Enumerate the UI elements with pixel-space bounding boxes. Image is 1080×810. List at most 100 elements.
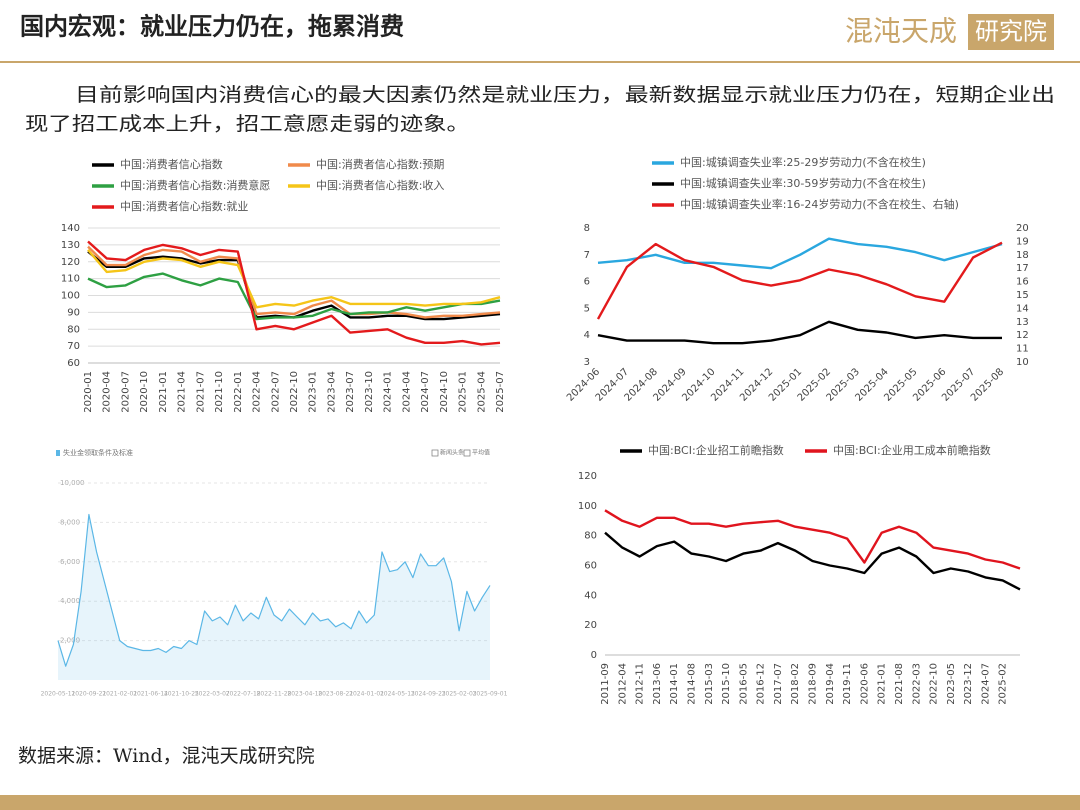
- y-tick-label: 110: [61, 274, 80, 285]
- legend-label: 中国:BCI:企业招工前瞻指数: [648, 443, 784, 457]
- x-tick-label: 2023-05: [946, 663, 957, 705]
- x-tick-label: 2022-11-28: [257, 691, 292, 698]
- y-tick-label: 3: [584, 357, 590, 368]
- x-tick-label: 2021-07: [195, 371, 206, 413]
- x-tick-label: 2022-07-18: [226, 691, 261, 698]
- y-tick-label: 100: [578, 501, 597, 512]
- x-tick-label: 2024-07: [980, 663, 991, 705]
- x-tick-label: 2018-09: [808, 663, 819, 705]
- legend-label: 中国:城镇调查失业率:30-59岁劳动力(不含在校生): [680, 176, 926, 190]
- legend-label: 中国:消费者信心指数:消费意愿: [120, 178, 270, 192]
- y-tick-label: 4: [584, 330, 590, 341]
- x-tick-label: 2024-07: [420, 371, 431, 413]
- y2-tick-label: 14: [1016, 303, 1029, 314]
- y-tick-label: 100: [61, 291, 80, 302]
- y-tick-label: 6: [584, 277, 590, 288]
- x-tick-label: 2022-03-07: [195, 691, 230, 698]
- x-tick-label: 2023-04-10: [287, 691, 322, 698]
- paragraph-line: 现了招工成本上升，招工意愿走弱的迹象。: [25, 113, 470, 135]
- x-tick-label: 2021-10: [214, 371, 225, 413]
- x-tick-label: 2016-12: [756, 663, 767, 705]
- series-line: [604, 509, 1021, 570]
- x-tick-label: 2017-07: [773, 663, 784, 705]
- legend-label: 中国:BCI:企业用工成本前瞻指数: [833, 443, 991, 457]
- x-tick-label: 2022-04: [252, 371, 263, 413]
- x-tick-label: 2021-06-14: [133, 691, 168, 698]
- logo-text: 混沌天成: [845, 15, 957, 48]
- y-tick-label: 120: [61, 257, 80, 268]
- x-tick-label: 2021-02-01: [102, 691, 137, 698]
- footer-band: [0, 795, 1080, 810]
- legend-label: 中国:城镇调查失业率:16-24岁劳动力(不含在校生、右轴): [680, 197, 959, 211]
- x-tick-label: 2020-04: [102, 371, 113, 413]
- x-tick-label: 2020-07: [120, 371, 131, 413]
- logo-box: [968, 14, 1054, 50]
- x-tick-label: 2022-07: [270, 371, 281, 413]
- legend-label: 中国:消费者信心指数:就业: [120, 199, 248, 213]
- legend-label: 新闻头条: [440, 449, 464, 457]
- y-tick-label: 70: [67, 341, 80, 352]
- x-tick-label: 2015-10: [721, 663, 732, 705]
- x-tick-label: 2024-09-23: [411, 691, 446, 698]
- area-line: [57, 513, 491, 667]
- series-line: [87, 240, 501, 346]
- y-tick-label: 60: [584, 561, 597, 572]
- x-tick-label: 2021-01: [877, 663, 888, 705]
- legend-label: 中国:消费者信心指数:预期: [316, 157, 444, 171]
- x-tick-label: 2025-02-03: [442, 691, 477, 698]
- x-tick-label: 2023-04: [326, 371, 337, 413]
- x-tick-label: 2021-10-25: [164, 691, 199, 698]
- y-tick-label: 8: [584, 223, 590, 234]
- x-tick-label: 2024-01: [383, 371, 394, 413]
- y2-tick-label: 13: [1016, 317, 1029, 328]
- series-line: [597, 320, 1002, 345]
- y2-tick-label: 20: [1016, 223, 1029, 234]
- series-line: [87, 249, 501, 309]
- x-tick-label: 2023-10: [364, 371, 375, 413]
- x-tick-label: 2022-01: [233, 371, 244, 413]
- y-tick-label: 90: [67, 307, 80, 318]
- y-tick-label: 40: [584, 590, 597, 601]
- x-tick-label: 2023-07: [345, 371, 356, 413]
- source-note: 数据来源：Wind，混沌天成研究院: [18, 745, 315, 767]
- x-tick-label: 2024-04: [401, 371, 412, 413]
- y-tick-label: 140: [61, 223, 80, 234]
- y2-tick-label: 10: [1016, 357, 1029, 368]
- series-line: [87, 272, 501, 321]
- series-line: [597, 237, 1003, 270]
- x-tick-label: 2016-05: [738, 663, 749, 705]
- legend-label: 平均值: [472, 449, 490, 457]
- x-tick-label: 2025-07: [495, 371, 506, 413]
- x-tick-label: 2020-01: [83, 371, 94, 413]
- x-tick-label: 2024-01-01: [349, 691, 384, 698]
- logo-box-text: 研究院: [975, 18, 1047, 46]
- paragraph-line: 目前影响国内消费信心的最大因素仍然是就业压力，最新数据显示就业压力仍在，短期企业…: [75, 84, 1055, 106]
- x-tick-label: 2022-10: [289, 371, 300, 413]
- x-tick-label: 2015-03: [704, 663, 715, 705]
- x-tick-label: 2020-09-21: [71, 691, 106, 698]
- x-tick-label: 2021-04: [177, 371, 188, 413]
- x-tick-label: 2023-08-21: [318, 691, 353, 698]
- x-tick-label: 2019-11: [842, 663, 853, 705]
- x-tick-label: 2020-06: [859, 663, 870, 705]
- x-tick-label: 2014-01: [669, 663, 680, 705]
- y2-tick-label: 17: [1016, 263, 1029, 274]
- x-tick-label: 2022-10: [929, 663, 940, 705]
- y-tick-label: 120: [578, 471, 597, 482]
- x-tick-label: 2011-09: [600, 663, 611, 705]
- y2-tick-label: 18: [1016, 250, 1029, 261]
- y-tick-label: 80: [67, 324, 80, 335]
- y-tick-label: 130: [61, 240, 80, 251]
- y-tick-label: 80: [584, 531, 597, 542]
- series-line: [604, 531, 1021, 591]
- x-tick-label: 2014-08: [686, 663, 697, 705]
- x-tick-label: 2025-02: [998, 663, 1009, 705]
- x-tick-label: 2025-01: [458, 371, 469, 413]
- x-tick-label: 2025-04: [476, 371, 487, 413]
- series-line: [596, 241, 1003, 320]
- y-tick-label: 7: [584, 250, 590, 261]
- legend-label: 中国:城镇调查失业率:25-29岁劳动力(不含在校生): [680, 155, 926, 169]
- x-tick-label: 2019-04: [825, 663, 836, 705]
- x-tick-label: 2012-04: [617, 663, 628, 705]
